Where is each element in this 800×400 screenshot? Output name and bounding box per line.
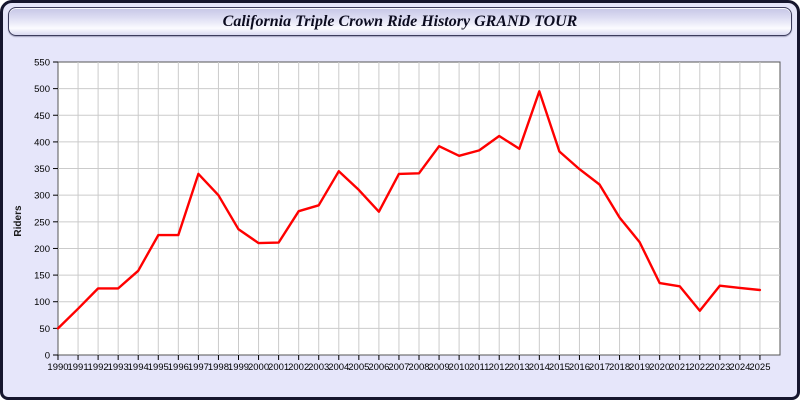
- x-tick-label: 2021: [669, 362, 690, 373]
- x-tick-label: 2011: [469, 362, 489, 373]
- x-tick-label: 2006: [368, 362, 389, 373]
- x-tick-label: 2010: [449, 362, 470, 373]
- x-tick-label: 1990: [47, 362, 68, 373]
- x-tick-label: 2017: [589, 362, 610, 373]
- x-tick-label: 2025: [749, 362, 770, 373]
- y-tick-label: 400: [34, 137, 50, 148]
- y-tick-label: 50: [39, 324, 50, 335]
- x-tick-label: 2019: [629, 362, 650, 373]
- y-tick-label: 300: [34, 191, 50, 202]
- y-tick-label: 100: [34, 297, 50, 308]
- x-tick-label: 1991: [67, 362, 88, 373]
- x-tick-label: 2013: [509, 362, 530, 373]
- x-tick-label: 2009: [428, 362, 449, 373]
- chart-title: California Triple Crown Ride History GRA…: [222, 12, 578, 30]
- x-tick-label: 1995: [148, 362, 169, 373]
- x-tick-label: 1998: [208, 362, 229, 373]
- x-tick-label: 2003: [308, 362, 329, 373]
- y-tick-label: 150: [34, 271, 50, 282]
- x-tick-label: 1992: [88, 362, 109, 373]
- y-tick-label: 500: [34, 84, 50, 95]
- x-tick-label: 2012: [489, 362, 510, 373]
- x-tick-label: 2008: [408, 362, 429, 373]
- x-tick-label: 2016: [569, 362, 590, 373]
- x-tick-label: 2001: [268, 362, 289, 373]
- y-tick-label: 0: [45, 351, 50, 362]
- x-tick-label: 1994: [128, 362, 149, 373]
- x-tick-label: 2024: [729, 362, 750, 373]
- x-tick-label: 1997: [188, 362, 209, 373]
- x-tick-label: 2023: [709, 362, 730, 373]
- x-tick-label: 2005: [348, 362, 369, 373]
- x-tick-label: 2018: [609, 362, 630, 373]
- y-tick-label: 250: [34, 217, 50, 228]
- y-tick-label: 200: [34, 244, 50, 255]
- x-tick-label: 1999: [228, 362, 249, 373]
- x-tick-label: 2015: [549, 362, 570, 373]
- y-axis-label: Riders: [13, 205, 24, 237]
- x-tick-label: 2007: [388, 362, 409, 373]
- x-tick-label: 1996: [168, 362, 189, 373]
- x-tick-label: 2020: [649, 362, 670, 373]
- x-tick-label: 2002: [288, 362, 309, 373]
- title-bar: California Triple Crown Ride History GRA…: [8, 7, 792, 36]
- ride-history-line-chart: 0501001502002503003504004505005501990199…: [34, 58, 781, 373]
- x-tick-label: 2004: [328, 362, 349, 373]
- x-tick-label: 2022: [689, 362, 710, 373]
- riders-series-line: [56, 90, 762, 330]
- x-tick-label: 1993: [108, 362, 129, 373]
- x-tick-label: 2014: [529, 362, 550, 373]
- y-tick-label: 550: [34, 58, 50, 69]
- y-tick-label: 350: [34, 164, 50, 175]
- y-tick-label: 450: [34, 111, 50, 122]
- x-tick-label: 2000: [248, 362, 269, 373]
